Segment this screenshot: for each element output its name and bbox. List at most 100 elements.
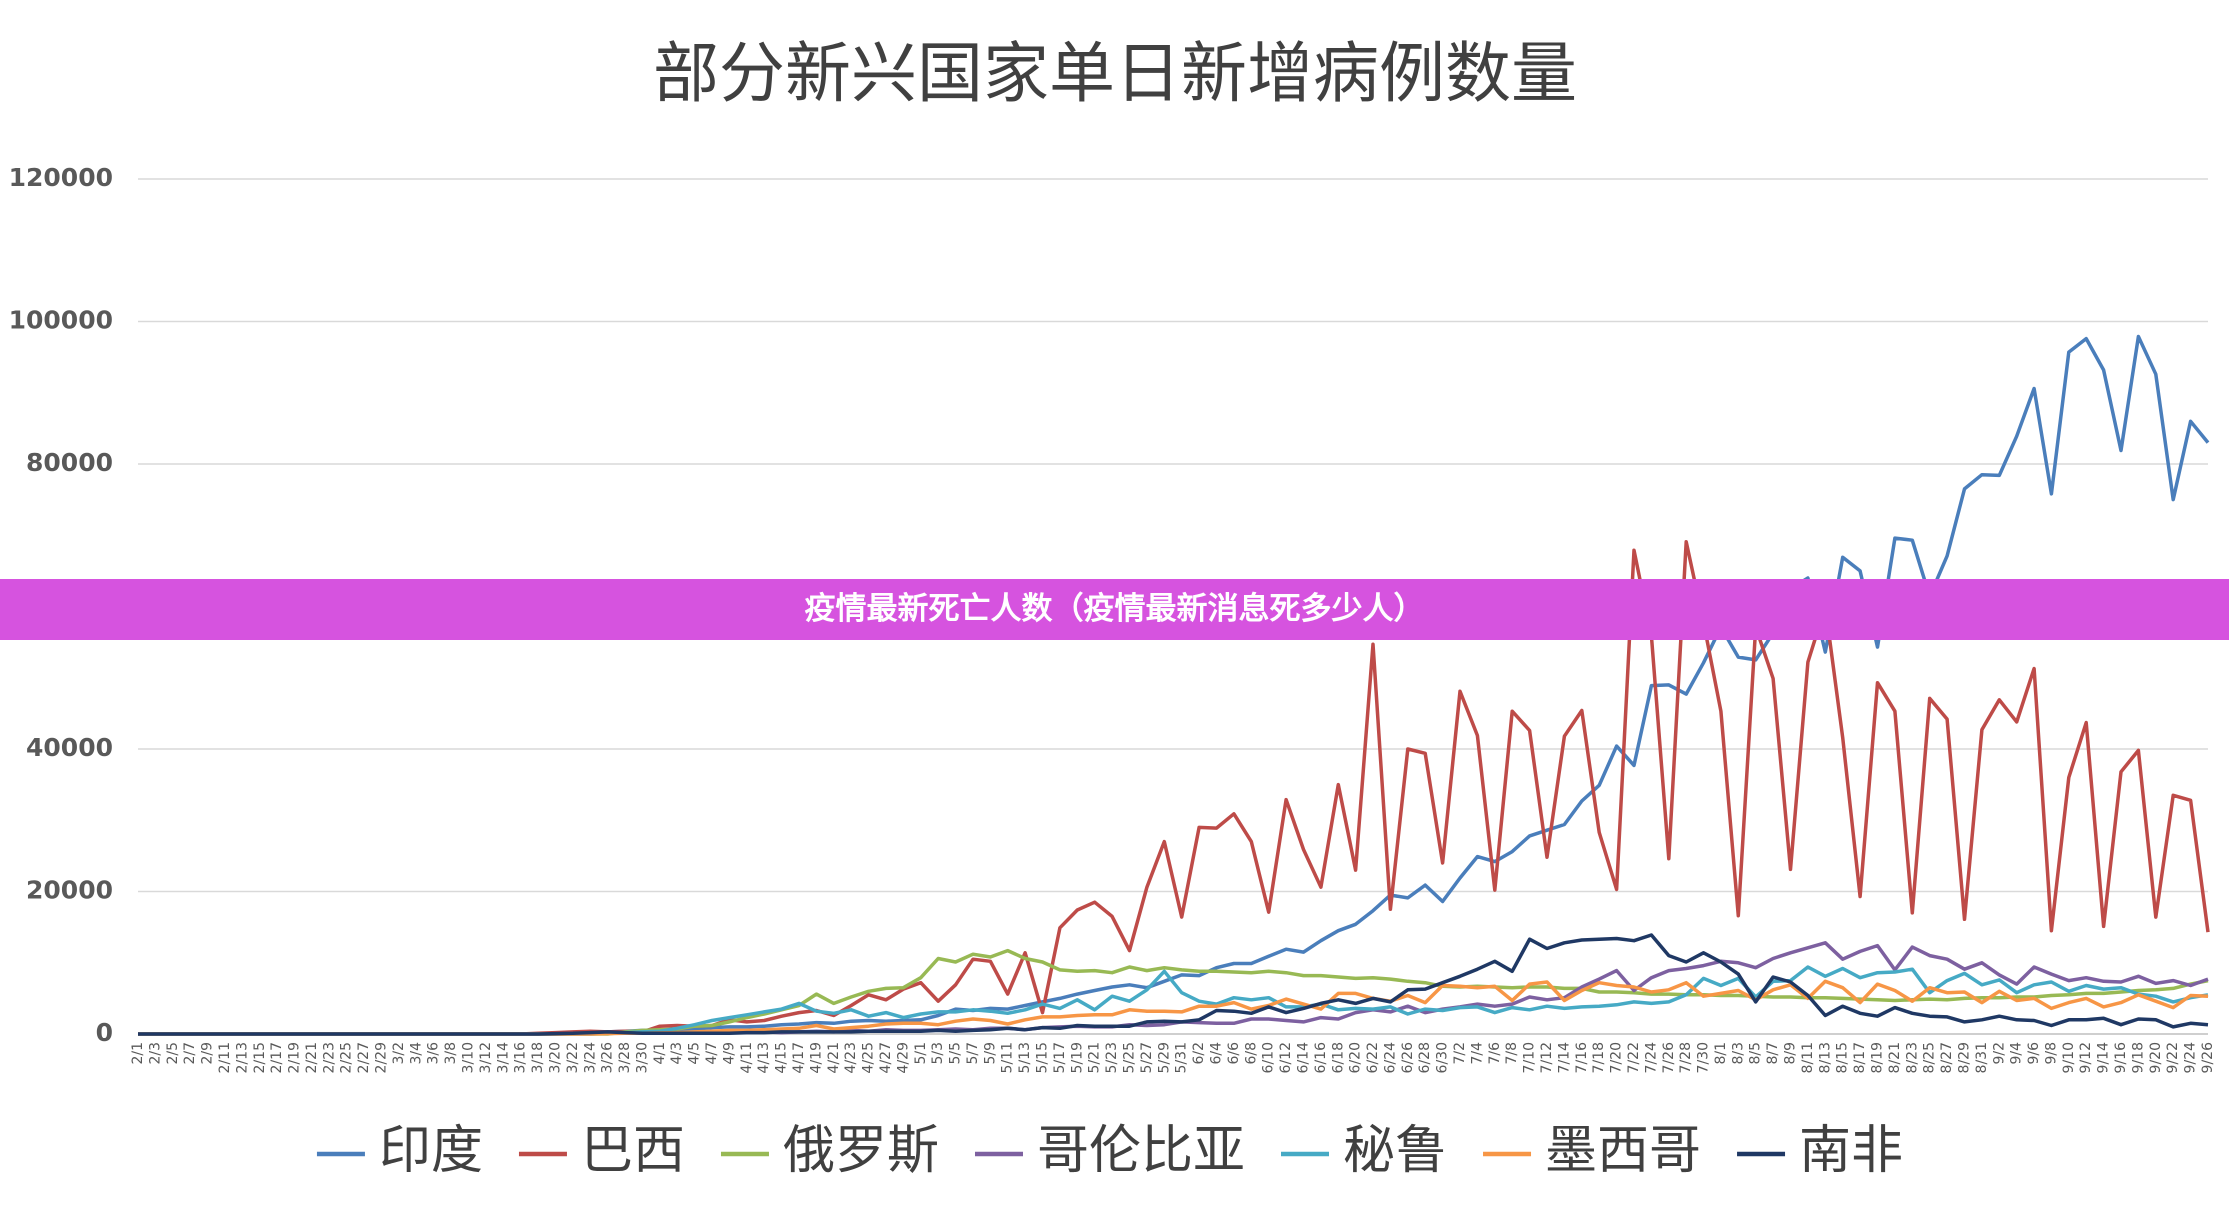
x-tick-label: 7/14 — [1556, 1042, 1572, 1074]
x-tick-label: 6/10 — [1261, 1042, 1277, 1073]
x-tick-label: 2/23 — [321, 1042, 337, 1073]
x-tick-label: 7/6 — [1487, 1042, 1503, 1065]
x-tick-label: 6/16 — [1313, 1042, 1329, 1074]
x-tick-label: 3/22 — [565, 1042, 581, 1073]
legend-label: 哥伦比亚 — [1037, 1121, 1245, 1181]
x-tick-label: 8/29 — [1956, 1042, 1972, 1073]
x-tick-label: 7/18 — [1591, 1042, 1607, 1073]
legend-item: 印度 — [316, 1121, 483, 1181]
x-tick-label: 9/20 — [2148, 1042, 2164, 1073]
legend-label: 俄罗斯 — [783, 1121, 939, 1181]
x-tick-label: 2/5 — [165, 1042, 181, 1065]
x-tick-label: 7/2 — [1452, 1042, 1468, 1065]
x-tick-label: 4/3 — [669, 1042, 685, 1065]
x-tick-label: 6/20 — [1348, 1042, 1364, 1073]
y-tick-label: 120000 — [9, 163, 113, 192]
x-tick-label: 8/1 — [1713, 1042, 1729, 1065]
x-tick-label: 2/7 — [182, 1042, 198, 1065]
y-tick-label: 0 — [96, 1018, 113, 1047]
x-tick-label: 4/21 — [826, 1042, 842, 1073]
x-tick-label: 6/18 — [1330, 1042, 1346, 1073]
x-tick-label: 7/20 — [1609, 1042, 1625, 1073]
legend-label: 巴西 — [581, 1121, 685, 1181]
legend-label: 秘鲁 — [1343, 1121, 1447, 1181]
x-tick-label: 7/10 — [1522, 1042, 1538, 1073]
x-tick-label: 6/6 — [1226, 1042, 1242, 1065]
legend-item: 巴西 — [518, 1121, 685, 1181]
x-tick-label: 4/29 — [895, 1042, 911, 1073]
x-tick-label: 8/13 — [1817, 1042, 1833, 1073]
x-tick-label: 5/15 — [1035, 1042, 1051, 1073]
x-tick-label: 9/2 — [1991, 1042, 2007, 1065]
x-tick-label: 9/26 — [2200, 1042, 2216, 1074]
x-tick-label: 9/8 — [2043, 1042, 2059, 1065]
x-tick-label: 9/16 — [2113, 1042, 2129, 1074]
x-tick-label: 3/24 — [582, 1042, 598, 1074]
x-tick-label: 5/17 — [1052, 1042, 1068, 1073]
x-tick-label: 2/17 — [269, 1042, 285, 1073]
x-tick-label: 3/12 — [478, 1042, 494, 1073]
x-tick-label: 9/14 — [2096, 1042, 2112, 1074]
x-tick-label: 5/31 — [1174, 1042, 1190, 1073]
x-tick-label: 5/25 — [1122, 1042, 1138, 1073]
x-tick-label: 8/9 — [1783, 1042, 1799, 1065]
legend-item: 哥伦比亚 — [974, 1121, 1245, 1181]
x-tick-label: 3/8 — [443, 1042, 459, 1065]
legend-label: 南非 — [1799, 1121, 1903, 1181]
x-tick-label: 5/21 — [1087, 1042, 1103, 1073]
x-tick-label: 4/23 — [843, 1042, 859, 1073]
x-tick-label: 5/11 — [1000, 1042, 1016, 1073]
x-tick-label: 6/14 — [1295, 1042, 1311, 1074]
x-tick-label: 2/13 — [234, 1042, 250, 1073]
legend-item: 南非 — [1737, 1121, 1903, 1181]
x-tick-label: 6/24 — [1382, 1042, 1398, 1074]
x-tick-label: 8/21 — [1887, 1042, 1903, 1073]
x-tick-label: 9/4 — [2009, 1042, 2025, 1065]
legend-label: 印度 — [379, 1121, 483, 1181]
x-tick-label: 8/27 — [1939, 1042, 1955, 1073]
x-tick-label: 9/18 — [2130, 1042, 2146, 1073]
x-tick-label: 3/6 — [426, 1042, 442, 1065]
x-tick-label: 7/26 — [1661, 1042, 1677, 1074]
x-tick-label: 3/4 — [408, 1042, 424, 1065]
x-tick-label: 4/11 — [739, 1042, 755, 1073]
x-tick-label: 2/3 — [147, 1042, 163, 1065]
chart-title: 部分新兴国家单日新增病例数量 — [653, 35, 1577, 112]
x-tick-label: 3/30 — [634, 1042, 650, 1073]
y-tick-label: 80000 — [26, 448, 113, 477]
legend-item: 俄罗斯 — [720, 1121, 939, 1181]
x-tick-label: 5/7 — [965, 1042, 981, 1065]
x-tick-label: 5/13 — [1017, 1042, 1033, 1073]
x-tick-label: 7/16 — [1574, 1042, 1590, 1074]
x-tick-label: 2/27 — [356, 1042, 372, 1073]
x-tick-label: 9/6 — [2026, 1042, 2042, 1065]
legend: 印度 巴西 俄罗斯 哥伦比亚 秘鲁 墨西哥 南非 — [316, 1121, 1903, 1181]
x-tick-label: 9/22 — [2165, 1042, 2181, 1073]
x-tick-label: 6/28 — [1417, 1042, 1433, 1073]
x-tick-label: 8/5 — [1748, 1042, 1764, 1065]
x-tick-label: 7/24 — [1643, 1042, 1659, 1074]
x-tick-label: 8/15 — [1835, 1042, 1851, 1073]
x-tick-label: 6/4 — [1208, 1042, 1224, 1065]
x-tick-label: 5/3 — [930, 1042, 946, 1065]
x-tick-label: 2/19 — [287, 1042, 303, 1073]
x-tick-label: 5/9 — [982, 1042, 998, 1065]
x-tick-label: 7/28 — [1678, 1042, 1694, 1073]
x-tick-label: 8/23 — [1904, 1042, 1920, 1073]
x-tick-label: 6/12 — [1278, 1042, 1294, 1073]
y-tick-label: 20000 — [26, 876, 113, 905]
x-tick-label: 5/29 — [1156, 1042, 1172, 1073]
x-tick-label: 8/3 — [1730, 1042, 1746, 1065]
x-tick-label: 6/30 — [1435, 1042, 1451, 1073]
x-tick-label: 8/19 — [1869, 1042, 1885, 1073]
x-tick-label: 2/15 — [252, 1042, 268, 1073]
x-tick-label: 2/11 — [217, 1042, 233, 1073]
x-tick-label: 4/27 — [878, 1042, 894, 1073]
x-tick-label: 7/30 — [1696, 1042, 1712, 1073]
x-tick-label: 9/10 — [2061, 1042, 2077, 1073]
x-tick-label: 4/25 — [861, 1042, 877, 1073]
x-tick-label: 3/2 — [391, 1042, 407, 1065]
x-tick-label: 7/12 — [1539, 1042, 1555, 1073]
x-tick-label: 7/4 — [1469, 1042, 1485, 1065]
x-tick-label: 4/19 — [808, 1042, 824, 1073]
